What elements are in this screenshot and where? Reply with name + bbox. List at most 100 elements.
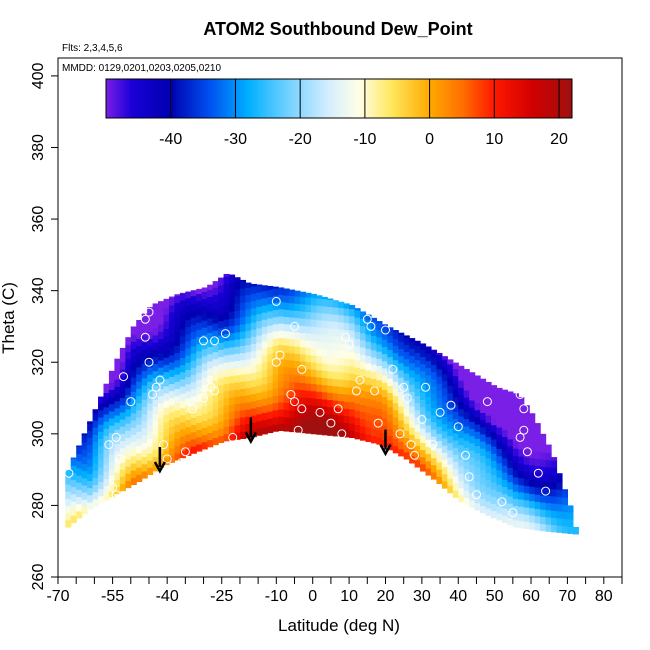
field-cell	[485, 386, 492, 395]
field-cell	[305, 390, 312, 398]
field-cell	[223, 340, 230, 349]
field-cell	[556, 525, 563, 533]
field-cell	[125, 423, 132, 431]
field-cell	[354, 395, 361, 404]
field-cell	[185, 433, 192, 442]
field-cell	[261, 304, 268, 313]
field-cell	[387, 363, 394, 372]
field-cell	[567, 519, 574, 527]
field-cell	[267, 403, 274, 412]
field-cell	[81, 433, 88, 436]
field-cell	[349, 430, 356, 439]
field-cell	[256, 349, 263, 358]
field-cell	[540, 433, 547, 439]
field-cell	[81, 477, 88, 486]
field-cell	[223, 273, 230, 277]
observation-point	[271, 296, 281, 306]
field-cell	[174, 345, 181, 354]
field-cell	[534, 515, 541, 524]
field-cell	[370, 414, 377, 422]
field-cell	[87, 487, 94, 496]
field-cell	[168, 361, 176, 370]
field-cell	[245, 366, 252, 374]
field-cell	[174, 338, 181, 346]
colorbar-swatch	[207, 79, 212, 118]
field-cell	[229, 303, 236, 312]
field-cell	[294, 410, 301, 419]
observation-point	[148, 390, 158, 399]
colorbar-swatch	[152, 79, 157, 118]
field-cell	[141, 442, 148, 450]
field-cell	[196, 386, 203, 395]
field-cell	[354, 345, 361, 354]
field-cell	[174, 381, 181, 389]
field-cell	[398, 334, 405, 342]
field-cell	[196, 314, 203, 323]
field-cell	[201, 334, 208, 343]
field-cell	[436, 426, 443, 434]
field-cell	[540, 494, 547, 503]
colorbar-swatch	[373, 79, 378, 118]
field-cell	[436, 476, 443, 485]
field-cell	[501, 400, 508, 409]
field-cell	[376, 436, 383, 445]
field-cell	[496, 484, 503, 492]
field-cell	[278, 394, 285, 403]
observation-point	[159, 440, 168, 450]
field-cell	[332, 314, 339, 322]
field-cell	[141, 349, 148, 357]
field-cell	[245, 373, 252, 381]
field-cell	[103, 399, 110, 408]
field-cell	[108, 475, 115, 484]
field-cell	[141, 463, 148, 472]
field-cell	[261, 426, 268, 435]
field-cell	[518, 470, 525, 479]
colorbar-swatch	[164, 79, 168, 118]
field-cell	[201, 362, 208, 371]
field-cell	[229, 404, 236, 412]
field-cell	[190, 317, 197, 325]
field-cell	[403, 451, 410, 460]
field-cell	[136, 388, 143, 397]
field-cell	[196, 429, 203, 438]
colorbar-swatch	[356, 79, 360, 118]
field-cell	[332, 328, 339, 337]
field-cell	[305, 304, 312, 313]
field-cell	[458, 380, 465, 388]
field-cell	[436, 390, 443, 399]
field-cell	[360, 339, 367, 348]
field-cell	[360, 311, 367, 319]
field-cell	[76, 510, 83, 519]
field-cell	[496, 419, 503, 428]
field-cell	[436, 440, 443, 449]
field-cell	[370, 399, 377, 408]
colorbar-swatch	[344, 79, 349, 118]
x-tick-label: 40	[449, 588, 467, 605]
field-cell	[76, 503, 83, 512]
field-cell	[376, 401, 383, 409]
field-cell	[190, 295, 197, 304]
field-cell	[403, 351, 410, 360]
field-cell	[261, 347, 268, 356]
field-cell	[201, 405, 208, 414]
field-cell	[218, 413, 225, 422]
field-cell	[283, 302, 290, 310]
field-cell	[469, 435, 476, 444]
field-cell	[310, 369, 317, 377]
field-cell	[507, 438, 514, 447]
field-cell	[305, 404, 312, 413]
observation-point	[111, 490, 121, 500]
field-cell	[469, 421, 476, 430]
observation-point	[111, 432, 121, 442]
field-cell	[201, 427, 208, 436]
field-cell	[425, 353, 432, 362]
field-cell	[425, 424, 432, 433]
field-cell	[190, 331, 197, 340]
field-cell	[387, 378, 394, 386]
field-cell	[283, 359, 290, 368]
field-cell	[114, 414, 121, 423]
field-cell	[141, 341, 148, 350]
field-cell	[392, 402, 399, 411]
field-cell	[223, 290, 230, 299]
field-cell	[436, 368, 443, 377]
